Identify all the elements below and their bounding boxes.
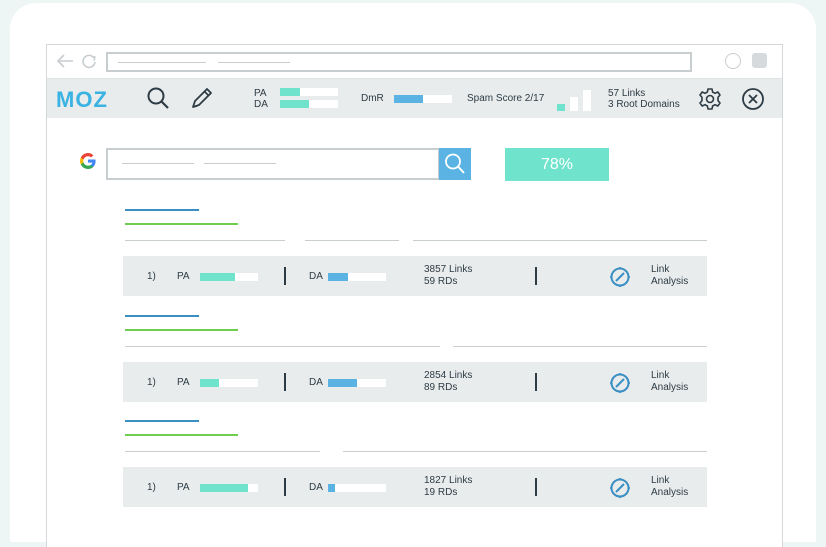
result-metrics-row: 1) PA DA 1827 Links 19 RDs Link Analysis — [123, 467, 707, 507]
compass-icon[interactable] — [609, 372, 631, 394]
back-arrow-icon[interactable] — [55, 53, 75, 69]
link-analysis-link[interactable]: Analysis — [651, 276, 689, 287]
result-url-line[interactable] — [125, 223, 238, 225]
result-title-line[interactable] — [125, 315, 199, 317]
result-metrics-row: 1) PA DA 3857 Links 59 RDs Link Analysis — [123, 256, 707, 296]
compass-icon[interactable] — [609, 266, 631, 288]
search-placeholder-line — [122, 163, 194, 164]
result-links: 3857 Links — [424, 264, 473, 275]
score-badge: 78% — [505, 148, 609, 181]
moz-logo-text: MOZ — [56, 88, 108, 110]
dmr-label: DmR — [361, 93, 384, 104]
pa-bar-fill — [280, 88, 301, 96]
result-pa-bar-fill — [200, 379, 220, 387]
browser-chrome — [47, 45, 782, 79]
search-icon[interactable] — [146, 86, 170, 110]
divider — [284, 267, 286, 285]
result-da-label: DA — [309, 271, 323, 282]
result-snippet-line — [453, 346, 707, 347]
result-da-label: DA — [309, 377, 323, 388]
signal-bar — [557, 104, 565, 111]
result-snippet-line — [413, 240, 707, 241]
reload-icon[interactable] — [81, 53, 97, 69]
result-rds: 19 RDs — [424, 487, 458, 498]
window-square-button[interactable] — [752, 53, 767, 68]
result-rank: 1) — [147, 482, 156, 493]
result-rds: 59 RDs — [424, 276, 458, 287]
address-placeholder-line — [118, 62, 206, 63]
result-snippet-line — [305, 240, 399, 241]
result-snippet-line — [125, 346, 440, 347]
result-da-bar-fill — [328, 484, 335, 492]
spam-score: Spam Score 2/17 — [467, 93, 545, 104]
browser-window: MOZ PA DA DmR Spam Score 2/17 57 L — [46, 44, 783, 547]
search-icon — [445, 153, 465, 174]
result-da-bar — [328, 379, 386, 387]
result-pa-bar — [200, 273, 258, 281]
pa-bar — [280, 88, 338, 96]
result-url-line[interactable] — [125, 434, 238, 436]
result-da-bar — [328, 273, 386, 281]
result-pa-label: PA — [177, 271, 190, 282]
result-rank: 1) — [147, 377, 156, 388]
result-links: 1827 Links — [424, 475, 473, 486]
moz-logo: MOZ — [56, 88, 108, 110]
google-icon — [80, 153, 96, 169]
result-da-bar-fill — [328, 273, 349, 281]
link-analysis-link[interactable]: Link — [651, 264, 670, 275]
result-pa-bar-fill — [200, 273, 235, 281]
link-analysis-link[interactable]: Link — [651, 475, 670, 486]
result-links: 2854 Links — [424, 370, 473, 381]
divider — [535, 373, 537, 391]
result-pa-label: PA — [177, 377, 190, 388]
pa-label: PA — [254, 88, 267, 99]
result-snippet-line — [125, 451, 320, 452]
link-analysis-link[interactable]: Link — [651, 370, 670, 381]
close-icon[interactable] — [741, 87, 765, 111]
result-pa-bar — [200, 379, 258, 387]
result-pa-label: PA — [177, 482, 190, 493]
divider — [535, 478, 537, 496]
dmr-bar — [394, 95, 452, 103]
google-search-button[interactable] — [439, 148, 471, 180]
result-title-line[interactable] — [125, 209, 199, 211]
result-da-bar-fill — [328, 379, 357, 387]
links-count: 57 Links — [608, 88, 646, 99]
gear-icon[interactable] — [698, 87, 722, 111]
link-analysis-link[interactable]: Analysis — [651, 487, 689, 498]
result-rank: 1) — [147, 271, 156, 282]
result-pa-bar-fill — [200, 484, 248, 492]
result-pa-bar — [200, 484, 258, 492]
result-title-line[interactable] — [125, 420, 199, 422]
divider — [284, 373, 286, 391]
pencil-icon[interactable] — [188, 86, 214, 112]
address-bar[interactable] — [106, 52, 692, 72]
da-bar — [280, 100, 338, 108]
divider — [284, 478, 286, 496]
signal-bar — [583, 90, 591, 111]
da-bar-fill — [280, 100, 309, 108]
result-url-line[interactable] — [125, 329, 238, 331]
dmr-bar-fill — [394, 95, 423, 103]
signal-bar — [570, 97, 578, 111]
da-label: DA — [254, 99, 268, 110]
address-placeholder-line — [218, 62, 290, 63]
result-metrics-row: 1) PA DA 2854 Links 89 RDs Link Analysis — [123, 362, 707, 402]
result-da-label: DA — [309, 482, 323, 493]
compass-icon[interactable] — [609, 477, 631, 499]
result-da-bar — [328, 484, 386, 492]
search-placeholder-line — [204, 163, 276, 164]
moz-toolbar: MOZ PA DA DmR Spam Score 2/17 57 L — [47, 79, 782, 118]
result-snippet-line — [125, 240, 285, 241]
google-search-input[interactable] — [106, 148, 440, 180]
root-domains-count: 3 Root Domains — [608, 99, 680, 110]
divider — [535, 267, 537, 285]
result-snippet-line — [343, 451, 707, 452]
link-analysis-link[interactable]: Analysis — [651, 382, 689, 393]
window-circle-button[interactable] — [725, 53, 741, 69]
result-rds: 89 RDs — [424, 382, 458, 393]
spam-signal-icon — [557, 89, 591, 111]
